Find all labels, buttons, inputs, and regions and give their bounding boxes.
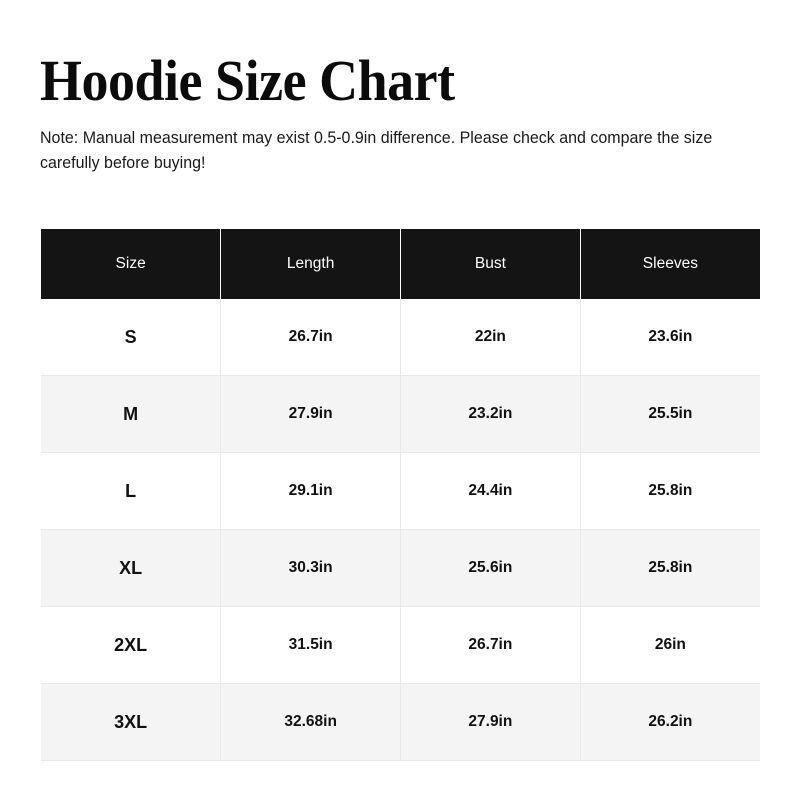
- cell-length: 29.1in: [220, 452, 401, 530]
- cell-sleeves: 23.6in: [580, 299, 760, 376]
- measurement-note: Note: Manual measurement may exist 0.5-0…: [40, 129, 713, 173]
- cell-size: M: [41, 375, 222, 453]
- cell-sleeves: 25.8in: [580, 452, 760, 530]
- cell-length: 31.5in: [220, 606, 401, 684]
- table-row: S 26.7in 22in 23.6in: [41, 299, 760, 376]
- cell-size: XL: [41, 529, 222, 607]
- cell-length: 32.68in: [220, 683, 401, 761]
- table-row: L 29.1in 24.4in 25.8in: [41, 452, 760, 530]
- column-header-bust: Bust: [400, 229, 581, 299]
- cell-sleeves: 26.2in: [580, 683, 760, 761]
- cell-size: 2XL: [41, 606, 222, 684]
- cell-sleeves: 25.8in: [580, 529, 760, 607]
- cell-bust: 26.7in: [400, 606, 581, 684]
- cell-bust: 24.4in: [400, 452, 581, 530]
- cell-length: 26.7in: [220, 299, 401, 376]
- table-row: 2XL 31.5in 26.7in 26in: [41, 606, 760, 684]
- table-header-row: Size Length Bust Sleeves: [41, 229, 760, 299]
- table-row: XL 30.3in 25.6in 25.8in: [41, 529, 760, 607]
- cell-bust: 25.6in: [400, 529, 581, 607]
- cell-bust: 27.9in: [400, 683, 581, 761]
- table-header: Size Length Bust Sleeves: [41, 229, 760, 299]
- column-header-sleeves: Sleeves: [580, 229, 760, 299]
- cell-size: 3XL: [41, 683, 222, 761]
- cell-bust: 23.2in: [400, 375, 581, 453]
- column-header-size: Size: [41, 229, 222, 299]
- cell-length: 30.3in: [220, 529, 401, 607]
- table-row: 3XL 32.68in 27.9in 26.2in: [41, 683, 760, 761]
- size-chart-table: Size Length Bust Sleeves S 26.7in 22in 2…: [41, 229, 760, 761]
- column-header-length: Length: [220, 229, 401, 299]
- cell-size: S: [41, 299, 222, 376]
- cell-sleeves: 25.5in: [580, 375, 760, 453]
- cell-bust: 22in: [400, 299, 581, 376]
- cell-length: 27.9in: [220, 375, 401, 453]
- table-row: M 27.9in 23.2in 25.5in: [41, 375, 760, 453]
- table-body: S 26.7in 22in 23.6in M 27.9in 23.2in 25.…: [41, 299, 760, 761]
- cell-sleeves: 26in: [580, 606, 760, 684]
- page-title: Hoodie Size Chart: [40, 48, 455, 113]
- cell-size: L: [41, 452, 222, 530]
